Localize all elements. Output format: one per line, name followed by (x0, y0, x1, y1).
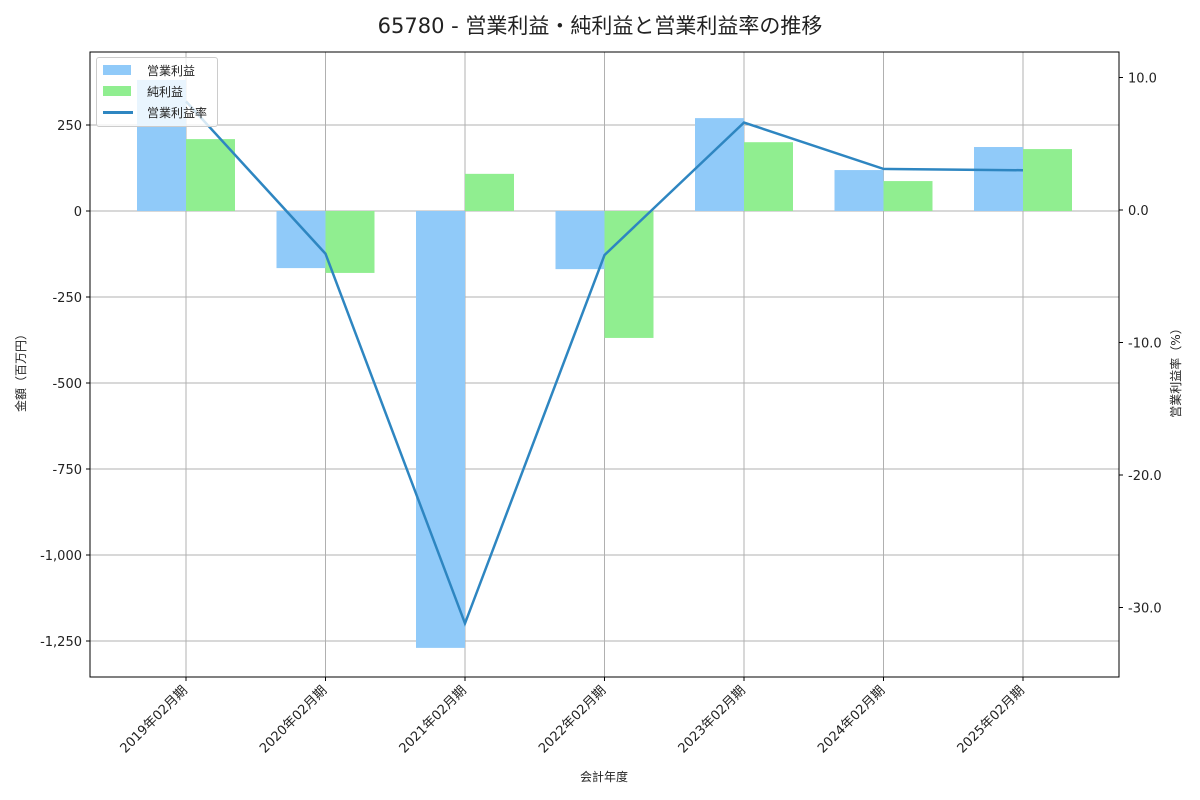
bar-operating-profit (276, 211, 326, 269)
bar-net-profit (604, 211, 654, 338)
y-tick-label: -250 (52, 291, 82, 306)
x-tick-label: 2024年02月期 (815, 683, 888, 756)
y-tick-label: 0 (74, 205, 82, 220)
bar-operating-profit (416, 211, 465, 648)
legend-item-margin: 営業利益率 (103, 104, 207, 120)
y-tick-label: -500 (52, 377, 82, 392)
y2-tick-label: -30.0 (1128, 602, 1162, 617)
y-axis-label: 金額（百万円） (13, 328, 28, 412)
legend-swatch-operating-profit (103, 65, 131, 75)
y-tick-label: -1,250 (40, 635, 82, 650)
bar-net-profit (883, 181, 933, 211)
bar-net-profit (325, 211, 375, 273)
y2-axis-label: 営業利益率（%） (1168, 322, 1183, 417)
y2-tick-label: -20.0 (1128, 469, 1162, 484)
y2-tick-label: 0.0 (1128, 204, 1149, 219)
x-tick-label: 2023年02月期 (676, 683, 749, 756)
x-axis-label: 会計年度 (580, 769, 628, 784)
chart-title: 65780 - 営業利益・純利益と営業利益率の推移 (377, 14, 823, 38)
bar-net-profit (186, 139, 235, 211)
y-tick-label: -1,000 (40, 549, 82, 564)
bar-operating-profit (555, 211, 605, 270)
x-tick-label: 2022年02月期 (536, 683, 609, 756)
x-tick-label: 2025年02月期 (955, 683, 1028, 756)
y-tick-label: 250 (57, 119, 82, 134)
legend-label: 営業利益 (147, 63, 196, 78)
x-tick-label: 2020年02月期 (257, 683, 330, 756)
legend-swatch-net-profit (103, 86, 131, 96)
y2-tick-label: -10.0 (1128, 337, 1162, 352)
legend-item-operating-profit: 営業利益 (103, 62, 195, 78)
x-tick-label: 2019年02月期 (118, 683, 191, 756)
legend-item-net-profit: 純利益 (103, 83, 183, 99)
y-tick-label: -750 (52, 463, 82, 478)
x-tick-label: 2021年02月期 (397, 683, 470, 756)
legend-label: 純利益 (147, 84, 184, 99)
bar-net-profit (1023, 149, 1072, 211)
bar-operating-profit (834, 170, 884, 211)
legend: 営業利益 純利益 営業利益率 (96, 57, 218, 127)
bar-net-profit (744, 142, 793, 211)
legend-label: 営業利益率 (147, 105, 208, 120)
legend-line-margin (103, 110, 133, 114)
bar-operating-profit (695, 118, 744, 211)
bar-operating-profit (974, 147, 1023, 211)
bar-net-profit (465, 173, 514, 211)
line-operating-margin (185, 100, 1024, 627)
y2-tick-label: 10.0 (1128, 72, 1157, 87)
